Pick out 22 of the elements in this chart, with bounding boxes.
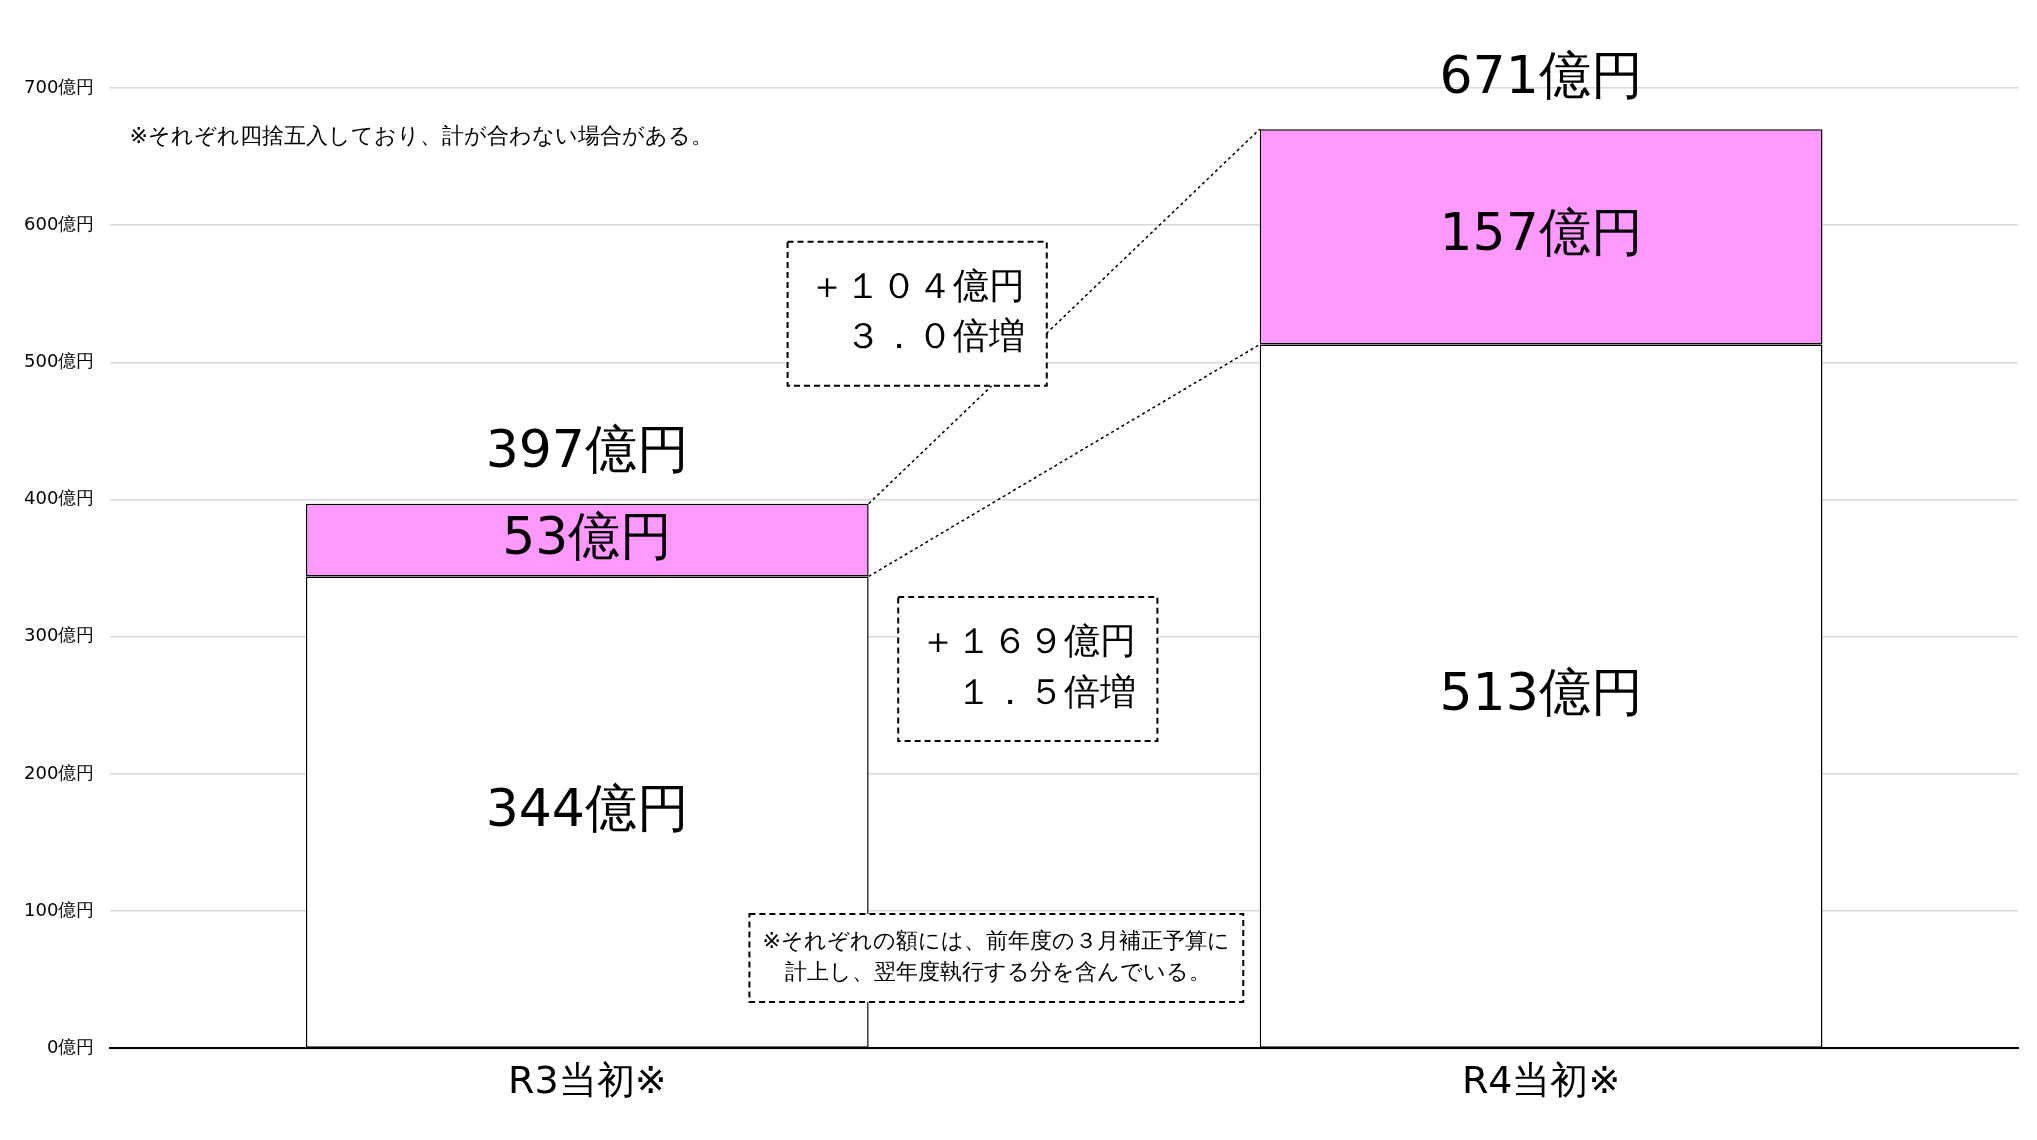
total-label: 671億円	[1439, 44, 1643, 105]
annotation: ※それぞれ四捨五入しており、計が合わない場合がある。	[129, 122, 713, 148]
total-label: 397億円	[485, 419, 689, 480]
y-tick-label: 200億円	[24, 761, 95, 783]
y-tick-label: 300億円	[24, 624, 95, 646]
x-tick-label: R4当初※	[1461, 1058, 1621, 1103]
y-tick-label: 500億円	[24, 350, 95, 372]
y-tick-label: 600億円	[24, 212, 95, 234]
data-label: 53億円	[502, 505, 673, 566]
data-label: 157億円	[1439, 202, 1643, 263]
y-tick-label: 700億円	[24, 75, 95, 97]
y-tick-label: 100億円	[24, 898, 95, 920]
y-tick-label: 400億円	[24, 487, 95, 509]
annotation: ＋１６９億円	[919, 620, 1136, 662]
y-tick-label: 0億円	[46, 1036, 95, 1058]
data-label: 344億円	[485, 777, 689, 838]
x-tick-label: R3当初※	[508, 1058, 667, 1103]
data-label: 513億円	[1439, 661, 1643, 722]
annotation: ＋１０４億円	[809, 264, 1026, 306]
annotation: １．５倍増	[919, 670, 1136, 712]
annotation: ３．０倍増	[809, 315, 1026, 357]
annotation: ※それぞれの額には、前年度の３月補正予算に計上し、翌年度執行する分を含んでいる。	[762, 928, 1231, 985]
